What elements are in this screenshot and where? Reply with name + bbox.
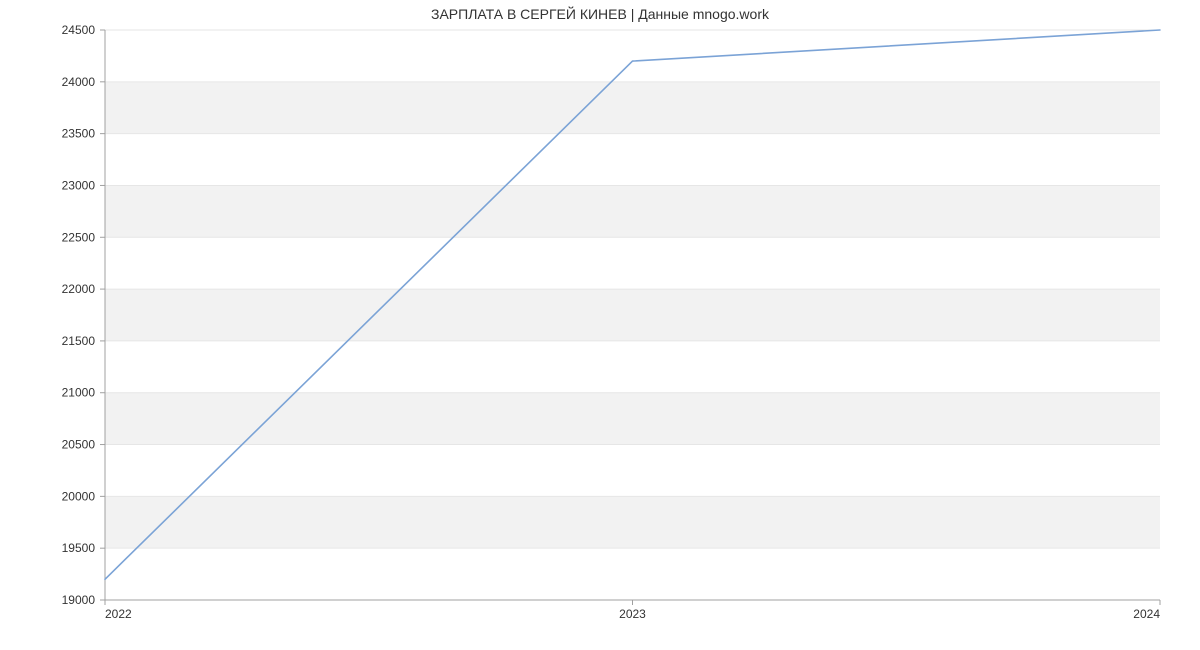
chart-svg: 19000 19500 20000 20500 21000 21500 22000 22500… — [0, 0, 1200, 650]
y-tick-label: 20000 — [62, 489, 96, 503]
x-tick-label: 2024 — [1133, 607, 1160, 621]
x-tick-label: 2022 — [105, 607, 132, 621]
x-tick-label: 2023 — [619, 607, 646, 621]
y-tick-label: 24500 — [62, 23, 96, 37]
y-tick-label: 23500 — [62, 127, 96, 141]
y-tick-label: 22500 — [62, 230, 96, 244]
y-tick-label: 22000 — [62, 282, 96, 296]
y-tick-label: 24000 — [62, 75, 96, 89]
y-tick-label: 21500 — [62, 334, 96, 348]
y-tick-label: 19000 — [62, 593, 96, 607]
y-tick-label: 19500 — [62, 541, 96, 555]
y-tick-label: 21000 — [62, 386, 96, 400]
y-tick-label: 20500 — [62, 438, 96, 452]
y-tick-label: 23000 — [62, 178, 96, 192]
salary-chart: ЗАРПЛАТА В СЕРГЕЙ КИНЕВ | Данные mnogo.w… — [0, 0, 1200, 650]
